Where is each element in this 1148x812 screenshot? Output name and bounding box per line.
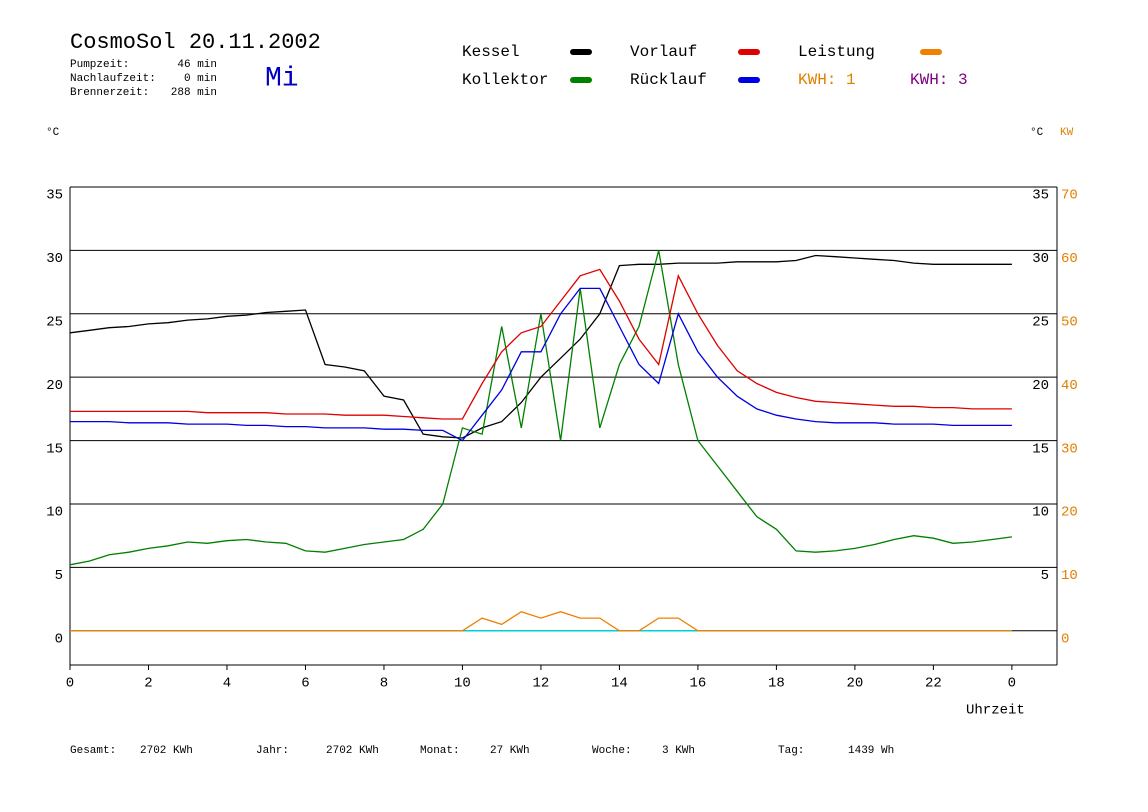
y-tick-label: 15 xyxy=(46,441,63,457)
y2-tick-label: 30 xyxy=(1061,441,1078,457)
y-tick-label: 0 xyxy=(55,631,63,647)
y-tick-label: 20 xyxy=(46,378,63,394)
info-value: 288 min xyxy=(171,87,217,99)
y2-axis-unit: KW xyxy=(1060,127,1074,139)
footer-label: Gesamt: xyxy=(70,745,116,757)
legend-label: Kessel xyxy=(462,43,520,61)
y-inner-tick-label: 15 xyxy=(1032,441,1049,457)
y2-axis-unit-c: °C xyxy=(1030,127,1044,139)
x-tick-label: 12 xyxy=(533,676,550,692)
y-inner-tick-label: 20 xyxy=(1032,378,1049,394)
info-value: 46 min xyxy=(177,59,217,71)
footer-value: 3 KWh xyxy=(662,745,695,757)
x-tick-label: 4 xyxy=(223,676,231,692)
x-tick-label: 22 xyxy=(925,676,942,692)
y2-tick-label: 60 xyxy=(1061,251,1078,267)
day: Mi xyxy=(265,63,299,94)
y-inner-tick-label: 35 xyxy=(1032,188,1049,204)
kwh-label: KWH: 3 xyxy=(910,71,968,89)
y-tick-label: 25 xyxy=(46,314,63,330)
footer-label: Jahr: xyxy=(256,745,289,757)
y-inner-tick-label: 10 xyxy=(1032,505,1049,521)
y-tick-label: 10 xyxy=(46,505,63,521)
y-tick-label: 35 xyxy=(46,188,63,204)
y-inner-tick-label: 30 xyxy=(1032,251,1049,267)
series-line xyxy=(69,250,1012,566)
x-tick-label: 10 xyxy=(454,676,471,692)
x-tick-label: 2 xyxy=(144,676,152,692)
footer-value: 1439 Wh xyxy=(848,745,894,757)
y2-tick-label: 70 xyxy=(1061,188,1078,204)
y2-tick-label: 10 xyxy=(1061,568,1078,584)
info-label: Nachlaufzeit: xyxy=(70,73,156,85)
info-value: 0 min xyxy=(184,73,217,85)
x-axis-label: Uhrzeit xyxy=(966,703,1025,719)
series-line xyxy=(70,287,1012,442)
y-axis-unit: °C xyxy=(46,127,60,139)
footer-label: Monat: xyxy=(420,745,460,757)
x-tick-label: 20 xyxy=(846,676,863,692)
legend-label: Kollektor xyxy=(462,71,548,89)
x-tick-label: 6 xyxy=(301,676,309,692)
y-inner-tick-label: 5 xyxy=(1041,568,1049,584)
legend-label: Rücklauf xyxy=(630,71,707,89)
x-tick-label: 16 xyxy=(690,676,707,692)
series-line xyxy=(69,254,1012,439)
y2-tick-label: 20 xyxy=(1061,505,1078,521)
footer-value: 2702 KWh xyxy=(140,745,193,757)
info-label: Brennerzeit: xyxy=(70,87,149,99)
series-line xyxy=(70,268,1012,420)
x-tick-label: 14 xyxy=(611,676,628,692)
legend-label: Vorlauf xyxy=(630,43,697,61)
series-line xyxy=(70,610,1012,632)
y-inner-tick-label: 25 xyxy=(1032,314,1049,330)
y2-tick-label: 40 xyxy=(1061,378,1078,394)
footer-value: 2702 KWh xyxy=(326,745,379,757)
info-label: Pumpzeit: xyxy=(70,59,129,71)
y-tick-label: 5 xyxy=(55,568,63,584)
x-tick-label: 0 xyxy=(1008,676,1016,692)
footer-value: 27 KWh xyxy=(490,745,530,757)
y2-tick-label: 0 xyxy=(1061,631,1069,647)
footer-label: Woche: xyxy=(592,745,632,757)
kwh-label: KWH: 1 xyxy=(798,71,856,89)
legend-label: Leistung xyxy=(798,43,875,61)
x-tick-label: 8 xyxy=(380,676,388,692)
y-tick-label: 30 xyxy=(46,251,63,267)
footer-label: Tag: xyxy=(778,745,804,757)
x-tick-label: 0 xyxy=(66,676,74,692)
chart-title: CosmoSol 20.11.2002 xyxy=(70,30,321,55)
x-tick-label: 18 xyxy=(768,676,785,692)
y2-tick-label: 50 xyxy=(1061,314,1078,330)
